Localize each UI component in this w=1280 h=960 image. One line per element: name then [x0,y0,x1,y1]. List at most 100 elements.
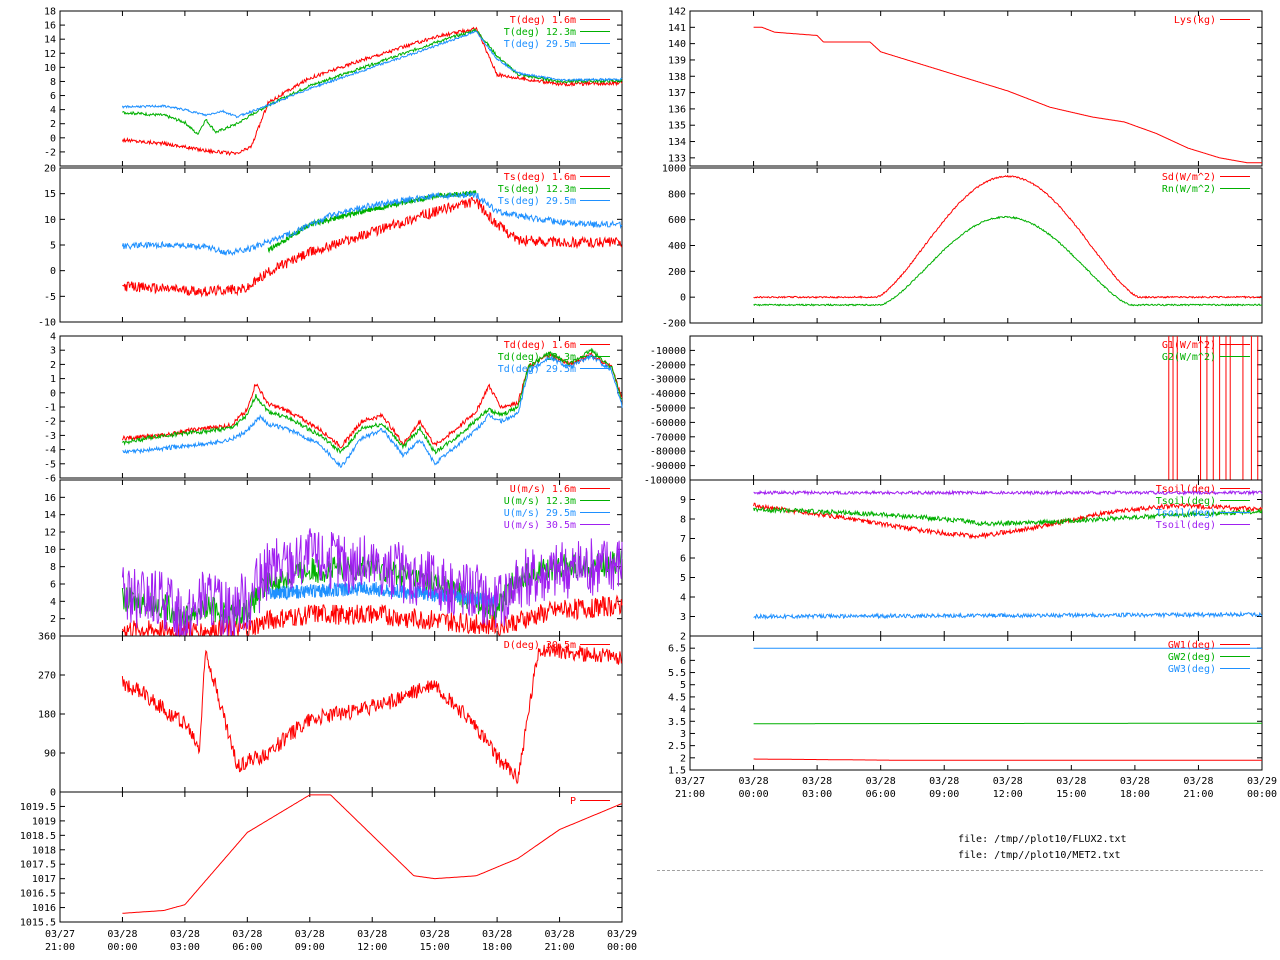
y-tick-label: 10 [44,545,56,556]
y-tick-label: 6 [50,580,56,591]
x-tick-label: 03/28 [482,929,512,940]
y-tick-label: -100000 [644,476,686,487]
panel-frame [689,10,1263,167]
series-line-1 [753,722,1262,725]
y-tick-label: 141 [668,23,686,34]
y-tick-label: 139 [668,55,686,66]
y-tick-label: 4 [680,705,686,716]
y-tick-label: 15 [44,189,56,200]
series-line-0 [121,642,623,785]
x-tick-label: 18:00 [1120,789,1150,800]
series-line-0 [753,758,1262,761]
series-line-1 [122,28,623,135]
legend-label: Tsoil(deg) [1156,484,1216,495]
y-tick-label: 2.5 [668,741,686,752]
y-tick-label: 134 [668,137,686,148]
series-line-1 [753,506,1263,528]
legend-label: U(m/s) 1.6m [510,484,576,495]
y-tick-label: 137 [668,88,686,99]
y-tick-label: 4 [50,597,56,608]
x-tick-label: 03/28 [1120,776,1150,787]
y-tick-label: 4 [50,332,56,343]
y-tick-label: 5 [680,573,686,584]
series-line-0 [122,794,623,914]
x-tick-label: 12:00 [993,789,1023,800]
y-tick-label: 1018.5 [20,831,56,842]
y-tick-label: -2 [44,417,56,428]
y-tick-label: 135 [668,121,686,132]
y-tick-label: 2 [50,119,56,130]
source-file-label-1: file: /tmp//plot10/FLUX2.txt [958,834,1127,845]
y-tick-label: 8 [680,515,686,526]
series-line-0 [121,26,623,157]
x-tick-label: 03/29 [607,929,637,940]
legend-label: Lys(kg) [1174,15,1216,26]
x-tick-label: 03:00 [802,789,832,800]
x-tick-label: 03/28 [545,929,575,940]
y-tick-label: 2 [680,632,686,643]
panel-rad: -200 0 200 400 600 800 1000 Sd(W/m^2)Rn(W/m^2) [662,164,1263,330]
series-line-1 [267,190,477,254]
y-tick-label: 6 [680,554,686,565]
y-tick-label: 0 [50,133,56,144]
y-tick-label: 3.5 [668,717,686,728]
series-line-1 [122,347,623,455]
y-tick-label: 8 [50,562,56,573]
legend-label: P [570,796,576,807]
y-tick-label: 5.5 [668,668,686,679]
x-tick-label: 03/28 [929,776,959,787]
legend-label: G2(W/m^2) [1162,352,1216,363]
legend-label: G1(W/m^2) [1162,340,1216,351]
legend-label: Ts(deg) 1.6m [504,172,576,183]
series-line-0 [753,26,1262,164]
y-tick-label: -90000 [650,461,686,472]
y-tick-label: 12 [44,528,56,539]
series-line-0 [121,594,623,638]
y-tick-label: 16 [44,21,56,32]
series-line-0 [753,502,1263,540]
legend-label: Tsoil(deg) [1156,508,1216,519]
y-tick-label: 9 [680,495,686,506]
y-tick-label: 270 [38,671,56,682]
series-line-2 [267,581,498,607]
x-tick-label: 03/28 [295,929,325,940]
y-tick-label: 1019 [32,816,56,827]
series-line-2 [753,610,1263,621]
series-line-0 [753,174,1263,300]
y-tick-label: 14 [44,35,56,46]
panel-gw: 1.522.533.544.555.566.5 GW1(deg)GW2(deg)G… [668,635,1263,777]
series-line-3 [753,489,1263,496]
y-tick-label: 138 [668,72,686,83]
x-tick-label: 00:00 [107,942,137,953]
x-tick-label: 00:00 [1247,789,1277,800]
y-tick-label: 4.5 [668,692,686,703]
panel-tsoil: 23456789Tsoil(deg)Tsoil(deg)Tsoil(deg)Ts… [680,479,1263,643]
y-tick-label: -10 [38,318,56,329]
legend-label: Sd(W/m^2) [1162,172,1216,183]
y-tick-label: -200 [662,319,686,330]
y-tick-label: 90 [44,749,56,760]
y-tick-label: 20 [44,164,56,175]
y-tick-label: -40000 [650,389,686,400]
x-tick-label: 21:00 [1183,789,1213,800]
legend-label: Ts(deg) 12.3m [498,184,576,195]
panel-frame [689,635,1263,771]
x-tick-label: 03/27 [675,776,705,787]
y-tick-label: -70000 [650,432,686,443]
x-tick-label: 00:00 [607,942,637,953]
x-tick-label: 03/28 [1183,776,1213,787]
y-tick-label: 1017 [32,874,56,885]
y-tick-label: -50000 [650,404,686,415]
x-tick-label: 03/28 [232,929,262,940]
y-tick-label: 7 [680,534,686,545]
x-tick-label: 21:00 [545,942,575,953]
y-tick-label: -60000 [650,418,686,429]
y-tick-label: 0 [680,293,686,304]
x-tick-label: 12:00 [357,942,387,953]
series-line-1 [753,215,1263,307]
y-tick-label: -80000 [650,447,686,458]
y-tick-label: 12 [44,49,56,60]
x-tick-label: 03:00 [170,942,200,953]
y-tick-label: 1018 [32,845,56,856]
y-tick-label: 1 [50,374,56,385]
